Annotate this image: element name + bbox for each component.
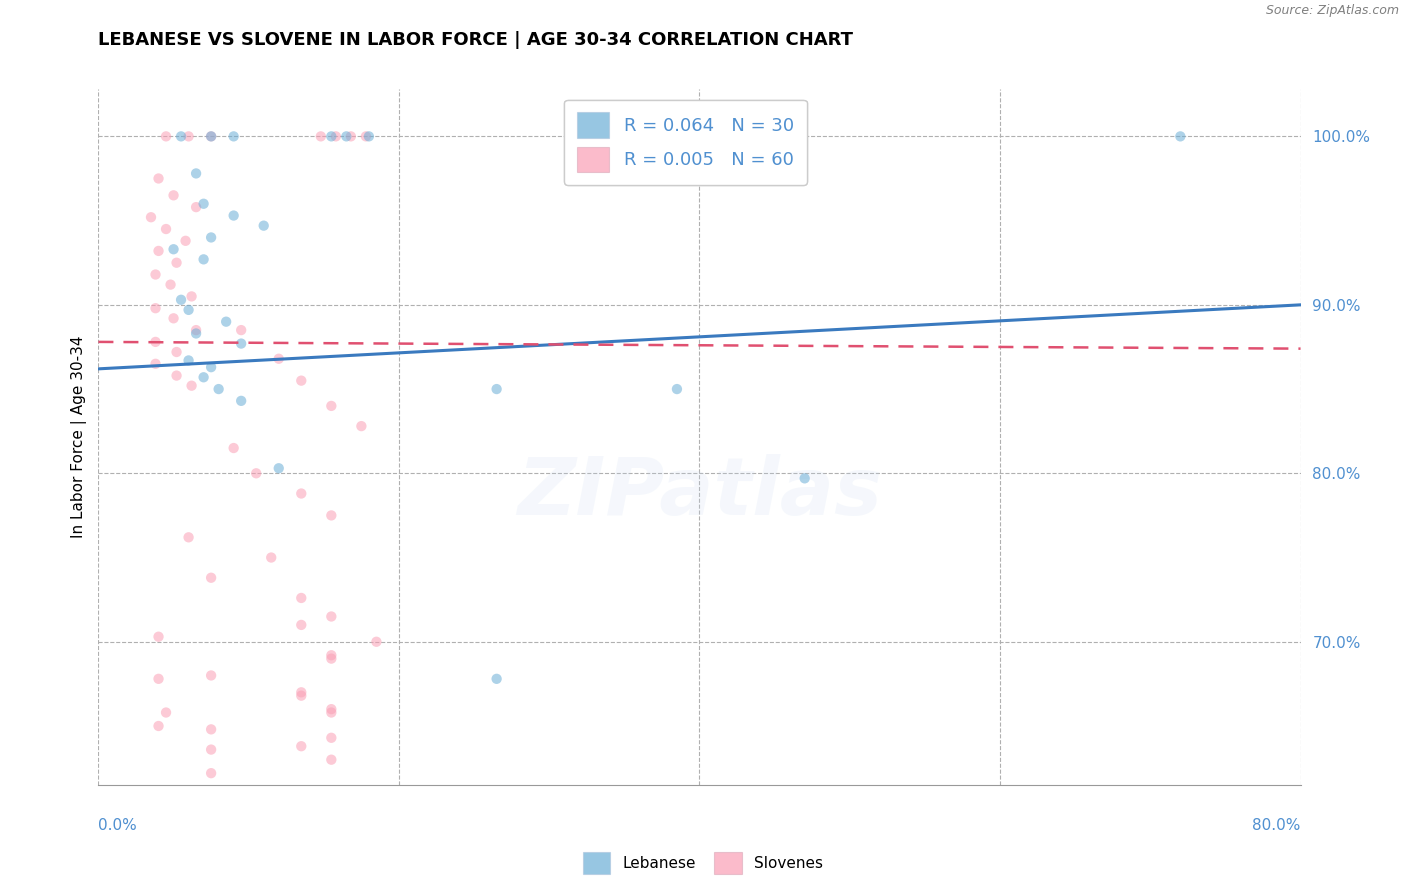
Point — [155, 706, 177, 720]
Point — [267, 461, 290, 475]
Point — [366, 634, 388, 648]
Point — [665, 382, 688, 396]
Text: LEBANESE VS SLOVENE IN LABOR FORCE | AGE 30-34 CORRELATION CHART: LEBANESE VS SLOVENE IN LABOR FORCE | AGE… — [98, 31, 853, 49]
Point — [177, 302, 200, 317]
Point — [350, 419, 373, 434]
Point — [170, 293, 193, 307]
Point — [222, 129, 245, 144]
Point — [159, 277, 181, 292]
Point — [162, 242, 184, 256]
Point — [180, 378, 202, 392]
Point — [174, 234, 197, 248]
Point — [184, 323, 207, 337]
Point — [290, 689, 312, 703]
Point — [321, 702, 343, 716]
Point — [321, 129, 343, 144]
Point — [568, 129, 591, 144]
Point — [148, 719, 170, 733]
Point — [200, 571, 222, 585]
Point — [335, 129, 357, 144]
Point — [215, 315, 238, 329]
Point — [253, 219, 276, 233]
Point — [166, 345, 188, 359]
Y-axis label: In Labor Force | Age 30-34: In Labor Force | Age 30-34 — [72, 335, 87, 539]
Point — [340, 129, 363, 144]
Point — [208, 382, 231, 396]
Point — [177, 129, 200, 144]
Point — [354, 129, 377, 144]
Point — [193, 370, 215, 384]
Point — [139, 211, 162, 225]
Point — [231, 323, 253, 337]
Point — [321, 399, 343, 413]
Point — [260, 550, 283, 565]
Point — [155, 129, 177, 144]
Point — [155, 222, 177, 236]
Point — [193, 252, 215, 267]
Point — [200, 230, 222, 244]
Point — [222, 441, 245, 455]
Point — [162, 188, 184, 202]
Point — [1170, 129, 1192, 144]
Legend: R = 0.064   N = 30, R = 0.005   N = 60: R = 0.064 N = 30, R = 0.005 N = 60 — [564, 100, 807, 185]
Point — [200, 723, 222, 737]
Point — [222, 209, 245, 223]
Point — [568, 129, 591, 144]
Point — [200, 129, 222, 144]
Point — [162, 311, 184, 326]
Point — [145, 357, 167, 371]
Point — [321, 706, 343, 720]
Point — [321, 651, 343, 665]
Point — [184, 166, 207, 180]
Point — [267, 351, 290, 366]
Text: Source: ZipAtlas.com: Source: ZipAtlas.com — [1265, 4, 1399, 18]
Text: 80.0%: 80.0% — [1253, 818, 1301, 832]
Point — [321, 609, 343, 624]
Point — [200, 766, 222, 780]
Point — [200, 742, 222, 756]
Point — [148, 672, 170, 686]
Text: ZIPatlas: ZIPatlas — [517, 454, 882, 532]
Point — [290, 685, 312, 699]
Point — [193, 196, 215, 211]
Point — [290, 374, 312, 388]
Point — [148, 630, 170, 644]
Point — [200, 668, 222, 682]
Point — [200, 360, 222, 375]
Point — [170, 129, 193, 144]
Point — [177, 353, 200, 368]
Point — [357, 129, 380, 144]
Point — [166, 368, 188, 383]
Point — [290, 486, 312, 500]
Point — [177, 530, 200, 544]
Point — [184, 326, 207, 341]
Point — [145, 334, 167, 349]
Point — [793, 471, 815, 485]
Point — [148, 244, 170, 258]
Point — [321, 731, 343, 745]
Point — [184, 200, 207, 214]
Point — [321, 753, 343, 767]
Point — [485, 382, 508, 396]
Point — [321, 508, 343, 523]
Point — [231, 393, 253, 408]
Point — [321, 648, 343, 663]
Point — [309, 129, 332, 144]
Point — [290, 591, 312, 605]
Point — [325, 129, 347, 144]
Point — [231, 336, 253, 351]
Point — [200, 129, 222, 144]
Point — [290, 618, 312, 632]
Point — [148, 171, 170, 186]
Point — [180, 289, 202, 303]
Point — [290, 739, 312, 754]
Point — [145, 301, 167, 316]
Point — [485, 672, 508, 686]
Text: 0.0%: 0.0% — [98, 818, 138, 832]
Point — [166, 256, 188, 270]
Point — [245, 467, 267, 481]
Legend: Lebanese, Slovenes: Lebanese, Slovenes — [576, 846, 830, 880]
Point — [145, 268, 167, 282]
